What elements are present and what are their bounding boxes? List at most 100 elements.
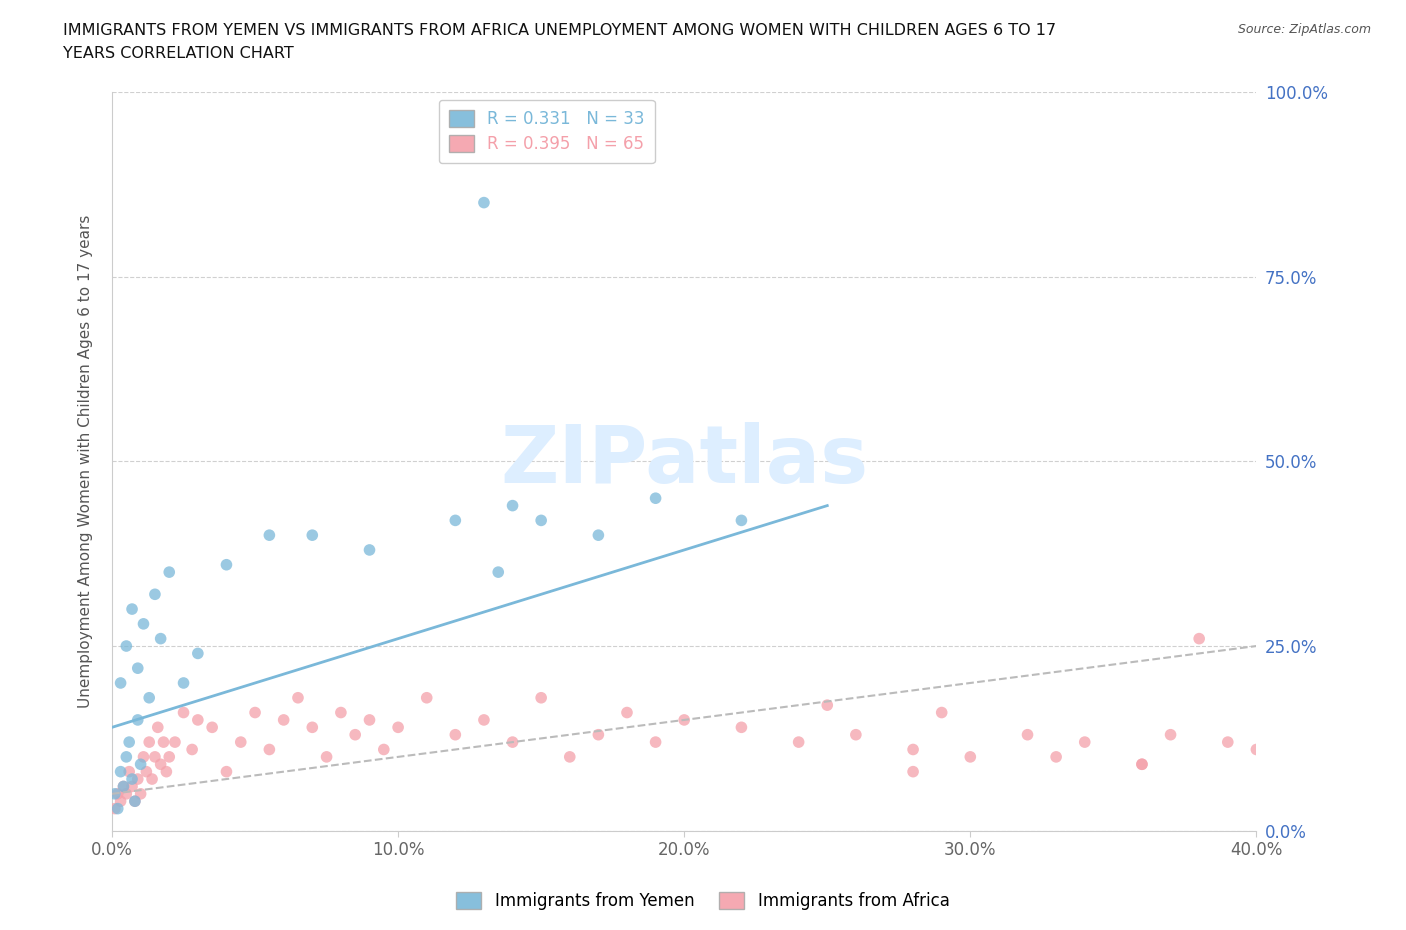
Point: [124, 794, 146, 809]
Point: [201, 720, 224, 735]
Point: [124, 794, 146, 809]
Point: [104, 787, 127, 802]
Point: [1246, 742, 1268, 757]
Point: [129, 787, 152, 802]
Point: [112, 779, 135, 794]
Point: [152, 735, 174, 750]
Point: [301, 720, 323, 735]
Point: [110, 794, 132, 809]
Point: [243, 705, 266, 720]
Point: [373, 742, 395, 757]
Point: [127, 660, 149, 675]
Point: [344, 727, 367, 742]
Point: [1188, 631, 1211, 646]
Point: [121, 602, 143, 617]
Point: [329, 705, 352, 720]
Point: [558, 750, 581, 764]
Point: [1130, 757, 1153, 772]
Point: [110, 675, 132, 690]
Point: [127, 712, 149, 727]
Point: [387, 720, 409, 735]
Point: [1074, 735, 1097, 750]
Point: [127, 772, 149, 787]
Legend: R = 0.331   N = 33, R = 0.395   N = 65: R = 0.331 N = 33, R = 0.395 N = 65: [439, 100, 655, 163]
Point: [215, 764, 238, 779]
Point: [416, 690, 439, 705]
Point: [215, 557, 238, 572]
Point: [845, 727, 868, 742]
Point: [115, 787, 138, 802]
Y-axis label: Unemployment Among Women with Children Ages 6 to 17 years: Unemployment Among Women with Children A…: [79, 215, 93, 708]
Point: [157, 565, 180, 579]
Point: [115, 750, 138, 764]
Point: [1130, 757, 1153, 772]
Text: YEARS CORRELATION CHART: YEARS CORRELATION CHART: [63, 46, 294, 61]
Point: [138, 690, 160, 705]
Point: [959, 750, 981, 764]
Point: [616, 705, 638, 720]
Point: [673, 712, 696, 727]
Point: [181, 742, 204, 757]
Point: [901, 764, 924, 779]
Point: [444, 513, 467, 528]
Point: [644, 735, 666, 750]
Point: [359, 542, 381, 557]
Point: [173, 705, 195, 720]
Point: [157, 750, 180, 764]
Point: [115, 639, 138, 654]
Point: [149, 631, 172, 646]
Point: [138, 735, 160, 750]
Point: [1017, 727, 1039, 742]
Point: [359, 712, 381, 727]
Point: [259, 527, 281, 542]
Point: [444, 727, 467, 742]
Point: [588, 727, 610, 742]
Point: [121, 779, 143, 794]
Point: [135, 764, 157, 779]
Text: Source: ZipAtlas.com: Source: ZipAtlas.com: [1237, 23, 1371, 36]
Point: [146, 720, 169, 735]
Point: [187, 646, 209, 661]
Point: [129, 757, 152, 772]
Point: [187, 712, 209, 727]
Point: [901, 742, 924, 757]
Point: [143, 587, 166, 602]
Point: [730, 720, 752, 735]
Point: [118, 764, 141, 779]
Point: [472, 712, 495, 727]
Point: [107, 801, 129, 816]
Point: [486, 565, 509, 579]
Point: [1045, 750, 1067, 764]
Point: [530, 513, 553, 528]
Point: [588, 527, 610, 542]
Point: [472, 195, 495, 210]
Point: [132, 617, 155, 631]
Point: [229, 735, 252, 750]
Legend: Immigrants from Yemen, Immigrants from Africa: Immigrants from Yemen, Immigrants from A…: [450, 885, 956, 917]
Point: [259, 742, 281, 757]
Point: [118, 735, 141, 750]
Point: [104, 801, 127, 816]
Point: [730, 513, 752, 528]
Text: IMMIGRANTS FROM YEMEN VS IMMIGRANTS FROM AFRICA UNEMPLOYMENT AMONG WOMEN WITH CH: IMMIGRANTS FROM YEMEN VS IMMIGRANTS FROM…: [63, 23, 1056, 38]
Point: [173, 675, 195, 690]
Point: [163, 735, 186, 750]
Point: [530, 690, 553, 705]
Point: [315, 750, 337, 764]
Point: [301, 527, 323, 542]
Point: [143, 750, 166, 764]
Point: [110, 764, 132, 779]
Point: [644, 491, 666, 506]
Point: [502, 735, 524, 750]
Point: [273, 712, 295, 727]
Point: [149, 757, 172, 772]
Text: ZIPatlas: ZIPatlas: [501, 422, 869, 500]
Point: [815, 698, 838, 712]
Point: [155, 764, 177, 779]
Point: [287, 690, 309, 705]
Point: [1216, 735, 1239, 750]
Point: [141, 772, 163, 787]
Point: [502, 498, 524, 513]
Point: [931, 705, 953, 720]
Point: [787, 735, 810, 750]
